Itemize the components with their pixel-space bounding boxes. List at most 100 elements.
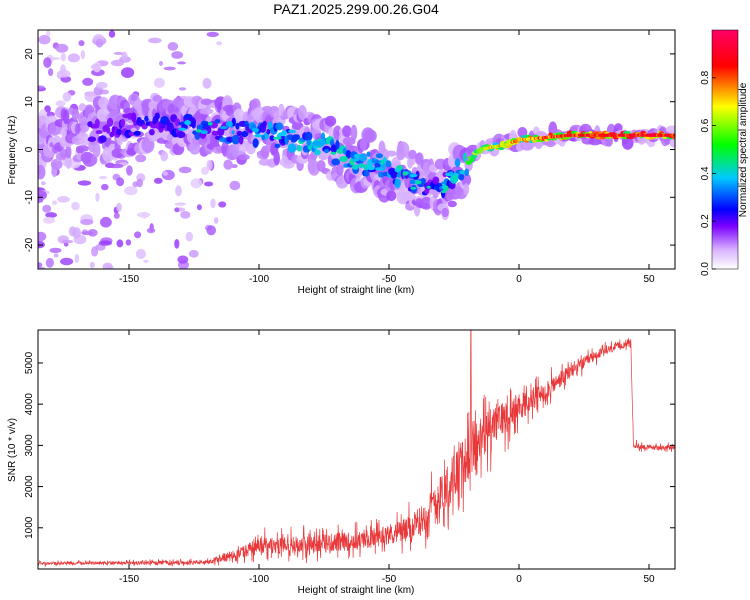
heat-blob <box>60 257 74 266</box>
y-tick-label: 0 <box>24 146 35 152</box>
x-tick-label: -50 <box>382 274 397 285</box>
heat-blob <box>175 185 182 197</box>
heat-blob <box>454 158 461 168</box>
heat-blob <box>196 204 202 211</box>
heat-blob <box>458 173 465 181</box>
heat-blob <box>98 240 112 246</box>
heat-blob <box>330 144 337 154</box>
heat-blob <box>394 168 401 173</box>
heat-blob <box>126 165 133 176</box>
heat-blob <box>420 196 433 210</box>
x-tick-label: 50 <box>643 274 655 285</box>
heat-blob <box>367 165 375 171</box>
heat-blob <box>81 231 94 236</box>
heat-blob <box>386 150 397 157</box>
heat-blob <box>100 216 112 228</box>
heat-blob <box>38 34 51 45</box>
heat-blob <box>363 168 370 177</box>
heat-blob <box>38 262 43 268</box>
heat-blob <box>128 131 136 136</box>
heat-blob <box>414 180 422 185</box>
heat-blob <box>160 151 169 162</box>
heat-blob <box>76 145 89 152</box>
heat-blob <box>453 175 458 180</box>
heat-blob <box>45 257 55 268</box>
x-tick-label: -150 <box>119 274 139 285</box>
heat-blob <box>113 212 120 219</box>
heat-blob <box>71 108 80 121</box>
heat-blob <box>108 30 116 38</box>
heat-blob <box>89 261 95 269</box>
heat-blob <box>614 123 623 133</box>
heat-blob <box>358 153 368 162</box>
heat-blob <box>314 149 321 156</box>
heat-blob <box>213 217 219 224</box>
heat-blob <box>190 178 202 189</box>
heat-blob <box>43 216 56 224</box>
heat-blob <box>206 31 219 38</box>
heat-blob <box>665 125 675 134</box>
y-tick-label: -10 <box>24 190 35 205</box>
heat-blob <box>134 231 142 239</box>
heat-blob <box>463 183 470 196</box>
heat-blob <box>424 188 430 195</box>
heat-blob <box>53 253 59 258</box>
heat-blob <box>379 159 385 165</box>
spectrogram-y-ticks: -20 -10 0 10 20 <box>24 48 675 252</box>
heat-blob <box>216 41 223 46</box>
heat-blob <box>141 123 148 130</box>
heat-blob <box>426 185 431 189</box>
heat-blob <box>238 135 244 145</box>
colorbar-tick-label: 0.4 <box>700 166 711 180</box>
heat-blob <box>409 173 418 178</box>
heat-blob <box>295 134 300 140</box>
heat-blob <box>195 129 202 133</box>
heat-blob <box>133 130 141 136</box>
heat-blob <box>372 160 382 163</box>
heat-blob <box>291 121 304 130</box>
colorbar-ticks: 0.0 0.2 0.4 0.6 0.8 <box>700 70 716 276</box>
y-tick-label: 5000 <box>24 351 35 374</box>
heat-blob <box>206 225 216 236</box>
spectrogram-x-ticks: -150 -100 -50 0 50 <box>119 30 655 285</box>
heat-blob <box>82 77 94 86</box>
heat-blob <box>146 227 156 234</box>
heat-blob <box>62 239 74 244</box>
heat-blob <box>80 218 94 226</box>
heat-blob <box>420 177 426 185</box>
heat-blob <box>62 109 70 125</box>
heat-blob <box>180 211 191 219</box>
heat-blob <box>375 153 383 159</box>
heat-blob <box>65 154 72 169</box>
heat-blob <box>113 51 124 55</box>
heat-blob <box>366 151 371 157</box>
heat-blob <box>174 239 180 249</box>
heat-blob <box>409 179 416 185</box>
heat-blob <box>124 186 138 196</box>
heat-blob <box>131 112 137 123</box>
heat-blob <box>174 207 180 213</box>
heat-blob <box>90 63 100 71</box>
heat-blob <box>71 201 80 211</box>
heat-blob <box>374 162 381 169</box>
heat-blob <box>219 126 229 130</box>
heat-blob <box>94 118 100 128</box>
heat-blob <box>211 130 220 136</box>
heat-blob <box>177 255 189 264</box>
snr-x-label: Height of straight line (km) <box>298 585 415 596</box>
heat-blob <box>441 207 449 218</box>
heat-blob <box>92 142 101 158</box>
x-tick-label: 0 <box>516 274 522 285</box>
heat-blob <box>159 61 163 66</box>
heat-blob <box>236 130 242 137</box>
heat-blob <box>385 160 392 168</box>
heat-blob <box>95 192 100 202</box>
heat-blob <box>55 100 66 107</box>
snr-series-line <box>38 330 675 568</box>
heat-blob <box>174 118 181 126</box>
heat-blob <box>60 53 66 62</box>
colorbar: 0.0 0.2 0.4 0.6 0.8 Normalized spectral ampl… <box>700 29 749 276</box>
heat-blob <box>149 129 155 136</box>
heat-blob <box>87 136 97 142</box>
